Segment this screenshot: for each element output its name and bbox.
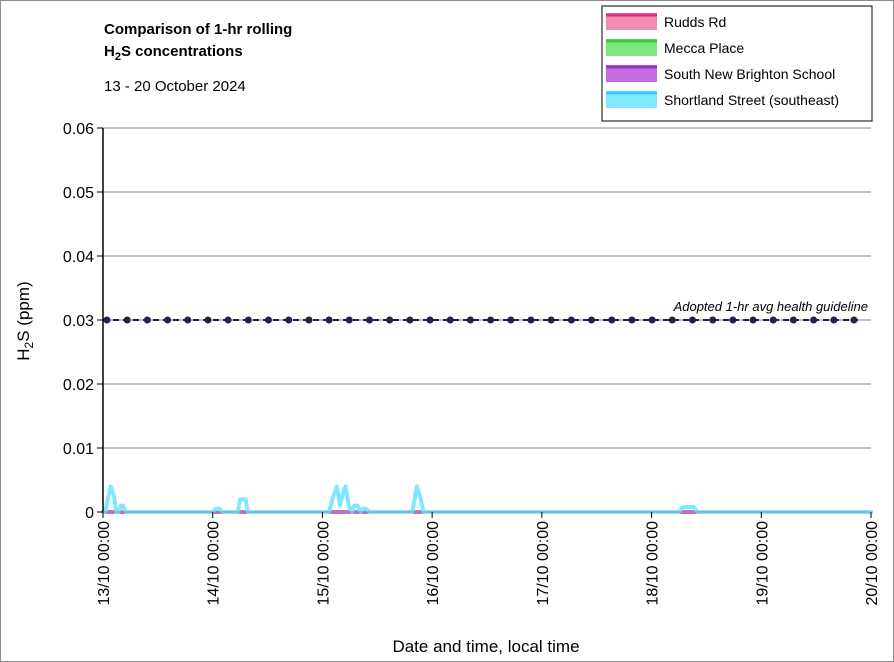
guideline-marker: [224, 316, 232, 324]
y-tick-label: 0.01: [63, 441, 94, 458]
chart-subtitle: 13 - 20 October 2024: [104, 78, 246, 95]
legend-label-1: Mecca Place: [664, 40, 744, 56]
guideline-marker: [850, 316, 858, 324]
legend-label-2: South New Brighton School: [664, 66, 835, 82]
y-tick-label: 0.04: [63, 249, 94, 266]
legend-label-0: Rudds Rd: [664, 14, 726, 30]
guideline-marker: [365, 316, 373, 324]
guideline-marker: [567, 316, 575, 324]
guideline-marker: [789, 316, 797, 324]
y-tick-label: 0.05: [63, 185, 94, 202]
title-subscript: 2: [115, 51, 121, 63]
guideline-marker: [345, 316, 353, 324]
chart-title-line1: Comparison of 1-hr rolling: [104, 21, 292, 38]
title-h: H: [104, 43, 115, 60]
guideline-marker: [507, 316, 515, 324]
guideline-marker: [668, 316, 676, 324]
x-tick-label: 18/10 00:00: [645, 521, 662, 606]
legend: Rudds Rd Mecca Place South New Brighton Sc…: [601, 5, 873, 122]
guideline-marker: [244, 316, 252, 324]
guideline-marker: [204, 316, 212, 324]
guideline-marker: [143, 316, 151, 324]
y-tick-label: 0: [85, 505, 94, 522]
x-tick-label: 17/10 00:00: [535, 521, 552, 606]
x-tick-label: 16/10 00:00: [425, 521, 442, 606]
chart-title-line2: H2S concentrations: [104, 43, 243, 63]
guideline-marker: [446, 316, 454, 324]
guideline-marker: [527, 316, 535, 324]
guideline-marker: [810, 316, 818, 324]
y-axis-title: H2S (ppm): [14, 281, 36, 360]
y-tick-label: 0.06: [63, 121, 94, 138]
x-axis-title: Date and time, local time: [392, 637, 579, 656]
guideline-marker: [184, 316, 192, 324]
guideline-marker: [588, 316, 596, 324]
guideline-marker: [729, 316, 737, 324]
series-line-3: [101, 484, 873, 514]
guideline-marker: [305, 316, 313, 324]
x-tick-label: 13/10 00:00: [96, 521, 113, 606]
guideline-marker: [265, 316, 273, 324]
legend-swatch-3: [606, 91, 657, 108]
x-tick-label: 20/10 00:00: [864, 521, 881, 606]
guideline-marker: [386, 316, 394, 324]
legend-swatch-2: [606, 65, 657, 82]
legend-swatch-1: [606, 39, 657, 56]
guideline-marker: [648, 316, 656, 324]
guideline-label: Adopted 1-hr avg health guideline: [673, 299, 868, 314]
guideline-marker: [688, 316, 696, 324]
guideline-marker: [164, 316, 172, 324]
guideline-marker: [749, 316, 757, 324]
ylabel-h: H: [14, 348, 33, 360]
legend-label-3: Shortland Street (southeast): [664, 92, 839, 108]
guideline-marker: [285, 316, 293, 324]
y-tick-label: 0.02: [63, 377, 94, 394]
guideline-marker: [547, 316, 555, 324]
guideline-marker: [487, 316, 495, 324]
guideline-marker: [830, 316, 838, 324]
legend-swatch-0: [606, 13, 657, 30]
guideline-marker: [406, 316, 414, 324]
y-tick-label: 0.03: [63, 313, 94, 330]
x-tick-label: 14/10 00:00: [206, 521, 223, 606]
x-tick-label: 15/10 00:00: [315, 521, 332, 606]
guideline-marker: [123, 316, 131, 324]
guideline-marker: [466, 316, 474, 324]
ylabel-suffix: S (ppm): [14, 281, 33, 341]
guideline-marker: [608, 316, 616, 324]
guideline-marker: [426, 316, 434, 324]
guideline-marker: [709, 316, 717, 324]
guideline-marker: [769, 316, 777, 324]
guideline-marker: [628, 316, 636, 324]
x-tick-label: 19/10 00:00: [754, 521, 771, 606]
guideline-marker: [103, 316, 111, 324]
ylabel-subscript: 2: [22, 341, 36, 348]
title-suffix: S concentrations: [121, 43, 243, 60]
guideline-marker: [325, 316, 333, 324]
